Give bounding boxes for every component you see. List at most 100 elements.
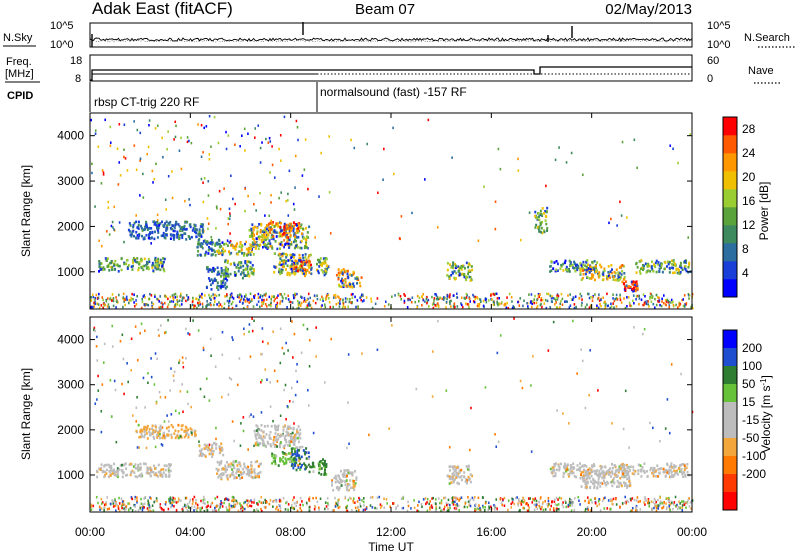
- echo-cell: [492, 292, 495, 296]
- echo-cell: [687, 266, 690, 269]
- echo-cell: [586, 505, 589, 509]
- nave-label: Nave: [748, 65, 774, 77]
- echo-cell: [181, 383, 183, 386]
- echo-cell: [290, 464, 293, 467]
- echo-cell: [611, 466, 614, 470]
- echo-cell: [582, 272, 585, 276]
- echo-cell: [156, 236, 159, 239]
- echo-cell: [274, 443, 277, 447]
- echo-cell: [213, 115, 216, 119]
- echo-cell: [534, 497, 537, 500]
- echo-cell: [296, 299, 299, 303]
- echo-cell: [169, 300, 171, 304]
- echo-cell: [392, 502, 394, 505]
- echo-cell: [402, 495, 405, 499]
- echo-cell: [676, 306, 679, 309]
- echo-cell: [220, 269, 223, 273]
- echo-cell: [230, 378, 233, 381]
- echo-cell: [612, 497, 615, 501]
- echo-cell: [613, 270, 616, 274]
- echo-cell: [458, 469, 461, 472]
- echo-cell: [140, 234, 143, 238]
- echo-cell: [329, 232, 332, 235]
- echo-cell: [186, 136, 189, 139]
- echo-cell: [517, 157, 519, 161]
- echo-cell: [140, 472, 143, 476]
- echo-cell: [635, 504, 638, 508]
- echo-cell: [573, 303, 576, 306]
- echo-cell: [250, 229, 253, 232]
- echo-cell: [319, 464, 322, 468]
- echo-cell: [427, 305, 430, 308]
- echo-cell: [166, 305, 169, 309]
- echo-cell: [576, 263, 579, 267]
- echo-cell: [146, 507, 149, 510]
- echo-cell: [558, 146, 560, 149]
- echo-cell: [569, 468, 572, 471]
- echo-cell: [674, 495, 677, 499]
- echo-cell: [115, 296, 117, 299]
- echo-cell: [447, 507, 449, 510]
- echo-cell: [147, 509, 150, 512]
- echo-cell: [246, 260, 249, 263]
- echo-cell: [123, 262, 126, 266]
- echo-cell: [98, 239, 100, 243]
- echo-cell: [346, 509, 349, 513]
- noise-tick-low-right: 10^0: [707, 39, 731, 51]
- echo-cell: [543, 302, 546, 305]
- echo-cell: [656, 464, 659, 468]
- echo-cell: [454, 266, 457, 270]
- echo-cell: [94, 129, 97, 132]
- echo-cell: [525, 502, 527, 506]
- echo-cell: [687, 236, 690, 239]
- echo-cell: [139, 505, 141, 509]
- echo-cell: [278, 504, 280, 507]
- echo-cell: [148, 504, 151, 507]
- echo-cell: [142, 506, 144, 510]
- echo-cell: [90, 503, 93, 507]
- echo-cell: [292, 271, 295, 274]
- echo-cell: [426, 295, 428, 299]
- echo-cell: [634, 285, 637, 288]
- echo-cell: [350, 497, 352, 500]
- echo-cell: [335, 477, 338, 480]
- echo-cell: [139, 428, 142, 432]
- echo-cell: [225, 267, 228, 271]
- echo-cell: [603, 267, 606, 271]
- echo-cell: [648, 305, 650, 308]
- echo-cell: [299, 256, 302, 260]
- echo-cell: [190, 505, 193, 509]
- echo-cell: [136, 226, 139, 229]
- echo-cell: [216, 460, 219, 464]
- echo-cell: [541, 298, 544, 302]
- echo-cell: [178, 224, 181, 228]
- echo-cell: [571, 503, 574, 507]
- echo-cell: [463, 505, 466, 508]
- echo-cell: [135, 236, 138, 240]
- echo-cell: [217, 288, 220, 291]
- echo-cell: [103, 503, 106, 507]
- echo-cell: [416, 509, 418, 513]
- echo-cell: [248, 274, 251, 278]
- echo-cell: [304, 245, 307, 248]
- echo-cell: [123, 392, 125, 396]
- echo-cell: [152, 181, 154, 184]
- echo-cell: [178, 149, 181, 152]
- echo-cell: [467, 272, 470, 276]
- echo-cell: [427, 298, 430, 302]
- echo-cell: [167, 318, 169, 322]
- echo-cell: [305, 268, 308, 272]
- echo-cell: [223, 501, 225, 505]
- echo-cell: [281, 299, 284, 303]
- echo-cell: [279, 292, 281, 296]
- echo-cell: [157, 267, 160, 271]
- echo-cell: [284, 508, 287, 511]
- echo-cell: [146, 261, 149, 265]
- echo-cell: [293, 267, 296, 270]
- echo-cell: [584, 305, 587, 309]
- echo-cell: [290, 265, 293, 269]
- echo-cell: [672, 466, 675, 470]
- echo-cell: [182, 509, 184, 512]
- echo-cell: [145, 446, 148, 450]
- echo-cell: [664, 475, 667, 478]
